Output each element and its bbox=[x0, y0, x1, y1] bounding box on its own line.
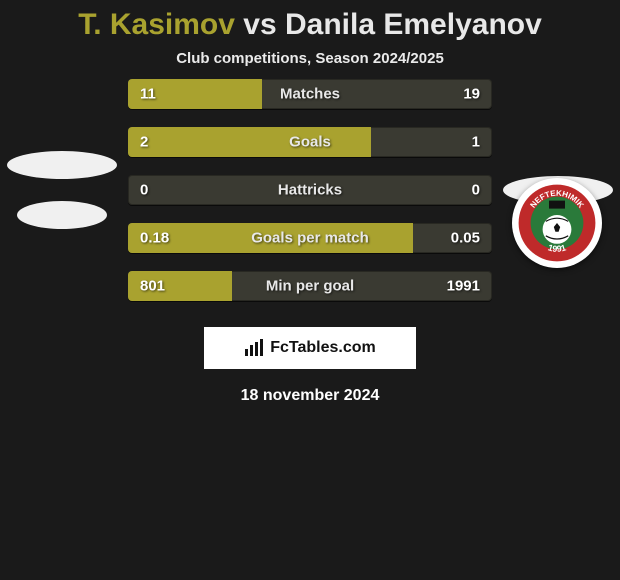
bar-value-right: 19 bbox=[463, 86, 480, 103]
logo-text-year: 1991 bbox=[547, 242, 567, 254]
bar-label: Goals per match bbox=[251, 230, 369, 247]
player1-side bbox=[6, 151, 118, 229]
bar-value-right: 1 bbox=[472, 134, 480, 151]
player1-badge bbox=[7, 151, 117, 179]
stat-bars: 11 Matches 19 2 Goals 1 0 Hattricks 0 0.18 Goals p… bbox=[128, 79, 492, 301]
bar-value-right: 1991 bbox=[447, 278, 480, 295]
bar-value-right: 0 bbox=[472, 182, 480, 199]
stat-bar: 801 Min per goal 1991 bbox=[128, 271, 492, 301]
bar-label: Matches bbox=[280, 86, 340, 103]
player1-badge-2 bbox=[17, 201, 107, 229]
player2-name: Danila Emelyanov bbox=[285, 8, 542, 41]
club-logo: NEFTEKHIMIK 1991 bbox=[512, 178, 602, 268]
bars-icon bbox=[244, 339, 264, 357]
bar-label: Hattricks bbox=[278, 182, 342, 199]
club-logo-svg: NEFTEKHIMIK 1991 bbox=[517, 183, 597, 263]
stat-bar: 0 Hattricks 0 bbox=[128, 175, 492, 205]
logo-derrick bbox=[549, 201, 565, 209]
fctables-brand: FcTables.com bbox=[204, 327, 416, 369]
bar-value-left: 2 bbox=[140, 134, 148, 151]
bar-value-left: 0.18 bbox=[140, 230, 169, 247]
bar-value-left: 0 bbox=[140, 182, 148, 199]
player1-name: T. Kasimov bbox=[78, 8, 235, 41]
subtitle: Club competitions, Season 2024/2025 bbox=[0, 50, 620, 67]
fctables-text: FcTables.com bbox=[270, 339, 376, 357]
bar-label: Goals bbox=[289, 134, 331, 151]
bar-value-left: 801 bbox=[140, 278, 165, 295]
bar-fill-left bbox=[128, 127, 371, 157]
stat-bar: 11 Matches 19 bbox=[128, 79, 492, 109]
stat-bar: 0.18 Goals per match 0.05 bbox=[128, 223, 492, 253]
page-title: T. Kasimov vs Danila Emelyanov bbox=[0, 0, 620, 42]
bar-value-right: 0.05 bbox=[451, 230, 480, 247]
vs-text: vs bbox=[243, 8, 285, 41]
bar-value-left: 11 bbox=[140, 86, 156, 103]
stat-bar: 2 Goals 1 bbox=[128, 127, 492, 157]
bar-label: Min per goal bbox=[266, 278, 354, 295]
date-text: 18 november 2024 bbox=[0, 387, 620, 405]
